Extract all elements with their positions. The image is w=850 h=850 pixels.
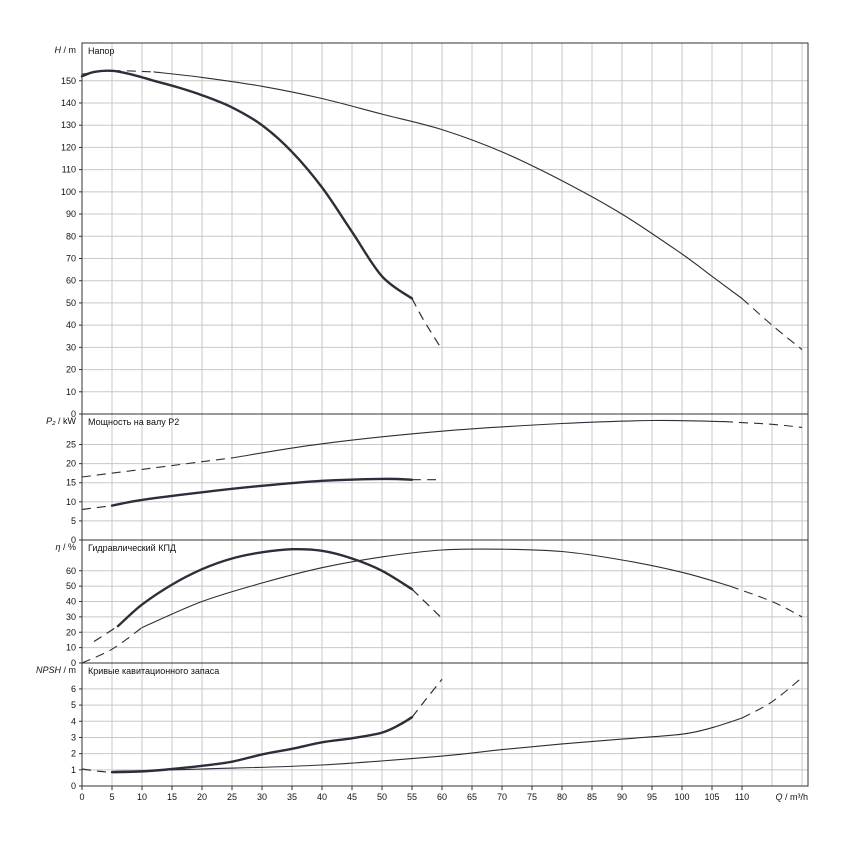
- series-thin-solid: [111, 717, 743, 772]
- x-tick-label: 10: [137, 792, 147, 802]
- y-tick-label: 60: [66, 276, 76, 286]
- x-tick-label: 100: [674, 792, 689, 802]
- series-thick-dashed: [411, 588, 443, 619]
- y-tick-label: 140: [61, 98, 76, 108]
- y-tick-label: 90: [66, 209, 76, 219]
- panel-frame: [81, 42, 809, 415]
- panel-npsh: 0 1 2 3 4 5 6 NPSH / m Кривые кавитационного зап…: [36, 662, 809, 791]
- panel-title: Гидравлический КПД: [88, 543, 176, 553]
- y-tick-label: 0: [71, 409, 76, 419]
- y-tick-label: 40: [66, 320, 76, 330]
- y-tick-label: 1: [71, 765, 76, 775]
- series-thin-dashed: [81, 627, 143, 664]
- series-thick-solid: [110, 716, 414, 774]
- series-thick-solid: [116, 547, 414, 628]
- x-tick-label: 45: [347, 792, 357, 802]
- y-tick-label: 10: [66, 643, 76, 653]
- x-tick-label: 85: [587, 792, 597, 802]
- y-axis-label: H / m: [55, 45, 77, 55]
- y-tick-label: 0: [71, 658, 76, 668]
- y-tick-label: 0: [71, 535, 76, 545]
- y-axis-label: η / %: [55, 542, 76, 552]
- panel-frame: [81, 662, 809, 787]
- x-tick-label: 0: [79, 792, 84, 802]
- y-tick-label: 60: [66, 566, 76, 576]
- series-thick-dashed: [93, 625, 119, 643]
- panel-power: 0 5 10 15 20 25 P₂ / kW Мощность на валу P2: [46, 413, 809, 545]
- y-tick-label: 4: [71, 716, 76, 726]
- y-tick-label: 110: [62, 165, 76, 175]
- panel-efficiency: 0 10 20 30 40 50 60 η / % Гидравлический КПД: [55, 539, 809, 668]
- y-tick-label: 50: [66, 581, 76, 591]
- series-thin-dashed: [81, 457, 233, 478]
- y-tick-label: 30: [66, 612, 76, 622]
- series-thick-solid: [110, 477, 414, 507]
- panel-title: Напор: [88, 46, 114, 56]
- x-axis: 0 5 10 15 20 25 30 35 40 45 50 55 60 65 70 75 80 85 90 95 10…: [79, 786, 808, 802]
- series-thick-solid: [80, 69, 414, 300]
- y-tick-label: 40: [66, 597, 76, 607]
- x-tick-label: 25: [227, 792, 237, 802]
- series-thin-dashed: [81, 70, 155, 75]
- y-tick-label: 10: [66, 497, 76, 507]
- y-tick-label: 20: [66, 627, 76, 637]
- x-tick-label: 75: [527, 792, 537, 802]
- y-tick-label: 5: [71, 700, 76, 710]
- x-tick-label: 55: [407, 792, 417, 802]
- y-tick-label: 50: [66, 298, 76, 308]
- x-tick-label: 105: [704, 792, 719, 802]
- y-tick-label: 15: [66, 478, 76, 488]
- y-tick-label: 2: [71, 749, 76, 759]
- x-tick-label: 70: [497, 792, 507, 802]
- panel-head: 0 10 20 30 40 50 60 70 80 90 100 110 120 130 140 150 H /…: [55, 42, 809, 419]
- x-tick-label: 35: [287, 792, 297, 802]
- x-tick-label: 65: [467, 792, 477, 802]
- y-tick-label: 10: [66, 387, 76, 397]
- x-axis-label: Q / m³/h: [775, 792, 808, 802]
- y-tick-label: 6: [71, 684, 76, 694]
- y-tick-label: 150: [61, 76, 76, 86]
- y-tick-label: 20: [66, 459, 76, 469]
- y-axis-label: P₂ / kW: [46, 416, 76, 426]
- y-tick-label: 100: [61, 187, 76, 197]
- y-tick-label: 25: [66, 440, 76, 450]
- series-thick-dashed: [81, 768, 113, 773]
- y-tick-label: 120: [61, 142, 76, 152]
- series-thin-solid: [153, 71, 743, 300]
- y-tick-label: 30: [66, 342, 76, 352]
- series-thin-solid: [141, 548, 731, 629]
- x-tick-label: 60: [437, 792, 447, 802]
- y-tick-label: 0: [71, 781, 76, 791]
- y-tick-label: 3: [71, 732, 76, 742]
- series-thin-solid: [231, 419, 725, 459]
- x-tick-label: 30: [257, 792, 267, 802]
- series-thin-dashed: [723, 421, 803, 428]
- y-tick-label: 5: [71, 516, 76, 526]
- series-thin-dashed: [741, 677, 803, 719]
- series-thick-dashed: [411, 298, 443, 350]
- x-tick-label: 110: [735, 792, 749, 802]
- x-tick-label: 80: [557, 792, 567, 802]
- series-thick-dashed: [81, 505, 113, 511]
- x-tick-label: 90: [617, 792, 627, 802]
- x-tick-label: 50: [377, 792, 387, 802]
- series-thick-dashed: [411, 678, 443, 718]
- y-axis-label: NPSH / m: [36, 665, 76, 675]
- x-tick-label: 40: [317, 792, 327, 802]
- y-tick-label: 20: [66, 365, 76, 375]
- x-tick-label: 5: [109, 792, 114, 802]
- x-tick-label: 95: [647, 792, 657, 802]
- x-tick-label: 15: [167, 792, 177, 802]
- panel-title: Мощность на валу P2: [88, 417, 179, 427]
- y-tick-label: 130: [61, 120, 76, 130]
- y-tick-label: 80: [66, 231, 76, 241]
- x-tick-label: 20: [197, 792, 207, 802]
- panel-title: Кривые кавитационного запаса: [88, 666, 219, 676]
- y-tick-label: 70: [66, 253, 76, 263]
